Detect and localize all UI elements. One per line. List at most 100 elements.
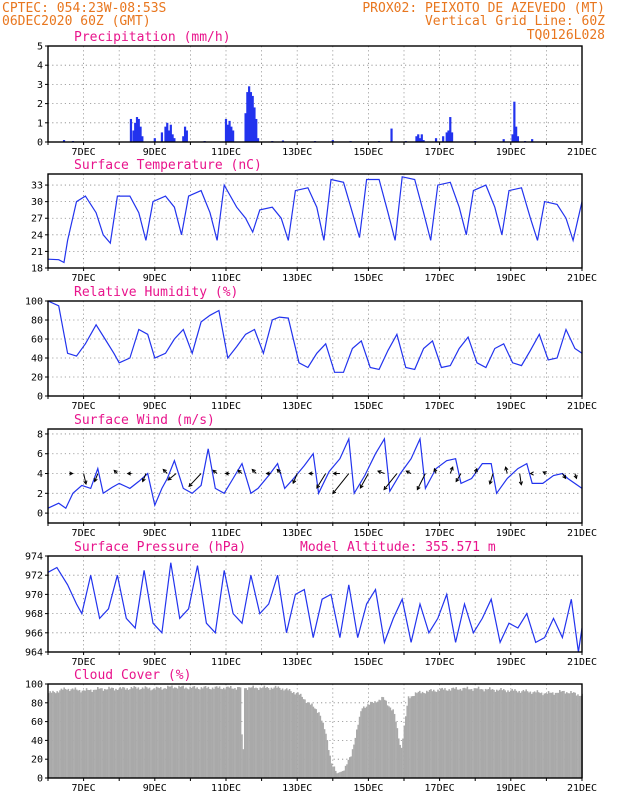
wind-arrow: [529, 471, 534, 476]
precip-bar: [417, 134, 420, 142]
cloud-bar: [414, 692, 417, 778]
precip-bar: [255, 118, 258, 142]
cloud-bar: [192, 686, 194, 778]
cloud-bar: [435, 691, 438, 778]
cloud-bar: [559, 690, 561, 778]
cloud-bar: [496, 689, 498, 778]
x-tick-label: 19DEC: [496, 783, 526, 794]
y-tick-label: 40: [31, 354, 43, 365]
cloud-bar: [265, 687, 267, 778]
cloud-bar: [97, 687, 99, 778]
precip-bar: [445, 132, 448, 142]
cloud-bar: [360, 711, 362, 778]
cloud-bar: [309, 704, 312, 778]
cloud-bar: [249, 687, 252, 778]
cloud-bar: [164, 688, 166, 778]
cloud-bar: [259, 687, 261, 778]
grid: [47, 45, 583, 143]
cloud-bar: [134, 686, 137, 778]
cloud-bar: [573, 692, 575, 778]
panel-1: Precipitation (mm/h) 0 1 2 3 4 5 7DEC 9DEC 11DEC 1…: [37, 30, 597, 158]
x-tick-label: 13DEC: [282, 528, 312, 539]
precip-bar: [228, 120, 231, 142]
cloud-bar: [227, 686, 229, 778]
cloud-bar: [315, 709, 317, 778]
wind-arrow: [433, 467, 438, 474]
cloud-bar: [580, 695, 582, 778]
cloud-bar: [48, 693, 50, 778]
x-tick-label: 19DEC: [496, 273, 526, 284]
y-tick-label: 972: [25, 571, 43, 582]
x-tick-label: 17DEC: [425, 147, 455, 158]
cloud-bar: [434, 691, 436, 778]
precip-bar: [166, 122, 169, 142]
cloud-bar: [153, 688, 155, 778]
cloud-bar: [66, 689, 68, 778]
precip-bar: [511, 134, 514, 142]
cloud-bar: [358, 716, 361, 778]
cloud-bar: [396, 728, 399, 778]
cloud-bar: [424, 693, 427, 778]
cloud-bar: [528, 692, 530, 778]
wind-arrow: [188, 473, 202, 488]
cloud-bar: [80, 692, 82, 778]
x-tick-label: 17DEC: [425, 657, 455, 668]
cloud-bar: [517, 692, 519, 778]
wind-arrow: [573, 473, 578, 480]
cloud-bar: [524, 691, 526, 778]
cloud-bar: [195, 688, 197, 778]
cloud-bar: [391, 710, 393, 778]
cloud-bar: [147, 688, 149, 778]
cloud-bar: [85, 688, 88, 778]
cloud-bar: [67, 688, 70, 778]
cloud-bar: [298, 694, 301, 778]
wind-arrow: [504, 466, 509, 474]
cloud-bar: [526, 691, 529, 778]
x-tick-label: 19DEC: [496, 528, 526, 539]
panel-5: Surface Pressure (hPa) Model Altitude: 35…: [25, 540, 597, 668]
x-tick-label: 7DEC: [72, 657, 96, 668]
cloud-bar: [374, 701, 376, 778]
cloud-bar: [228, 687, 231, 778]
cloud-bar: [160, 687, 162, 778]
precip-bar: [516, 136, 520, 142]
cloud-bar: [206, 688, 208, 778]
cloud-bar: [531, 693, 533, 778]
cloud-bar: [181, 686, 183, 778]
precip-bar: [420, 134, 423, 142]
cloud-bar: [197, 688, 200, 778]
cloud-bar: [88, 690, 91, 778]
cloud-bar: [169, 686, 172, 778]
cloud-bar: [578, 695, 581, 778]
y-tick-label: 40: [31, 736, 43, 747]
y-tick-label: 8: [37, 429, 43, 440]
cloud-bar: [56, 691, 58, 778]
cloud-bar: [325, 733, 327, 778]
y-tick-label: 974: [25, 552, 43, 563]
panel-4: Surface Wind (m/s) 0 2 4 6 8 7DEC 9DEC 11DEC 13DE…: [37, 413, 597, 539]
cloud-bar: [196, 687, 198, 778]
cloud-bar: [244, 688, 246, 778]
x-tick-label: 7DEC: [72, 528, 96, 539]
cloud-bar: [204, 686, 207, 778]
cloud-bar: [344, 765, 347, 778]
cloud-bar: [224, 689, 226, 778]
x-tick-label: 17DEC: [425, 783, 455, 794]
cloud-bar: [95, 689, 98, 778]
cloud-bar: [272, 688, 274, 778]
cloud-bar: [116, 690, 119, 778]
panel-2: Surface Temperature (nC) 18 21 24 27 30 33 7DEC…: [31, 158, 597, 284]
cloud-bar: [441, 687, 443, 778]
cloud-bar: [442, 689, 445, 778]
cloud-bar: [155, 686, 158, 778]
cloud-bar: [248, 687, 250, 778]
cloud-bar: [469, 689, 471, 778]
cloud-bar: [221, 689, 224, 778]
cloud-bar: [316, 712, 319, 778]
x-tick-label: 21DEC: [567, 401, 597, 412]
cloud-bar: [69, 691, 71, 778]
wind-arrow: [265, 471, 271, 476]
y-tick-label: 21: [31, 247, 43, 258]
panel-frame: [47, 555, 583, 653]
x-tick-label: 13DEC: [282, 657, 312, 668]
